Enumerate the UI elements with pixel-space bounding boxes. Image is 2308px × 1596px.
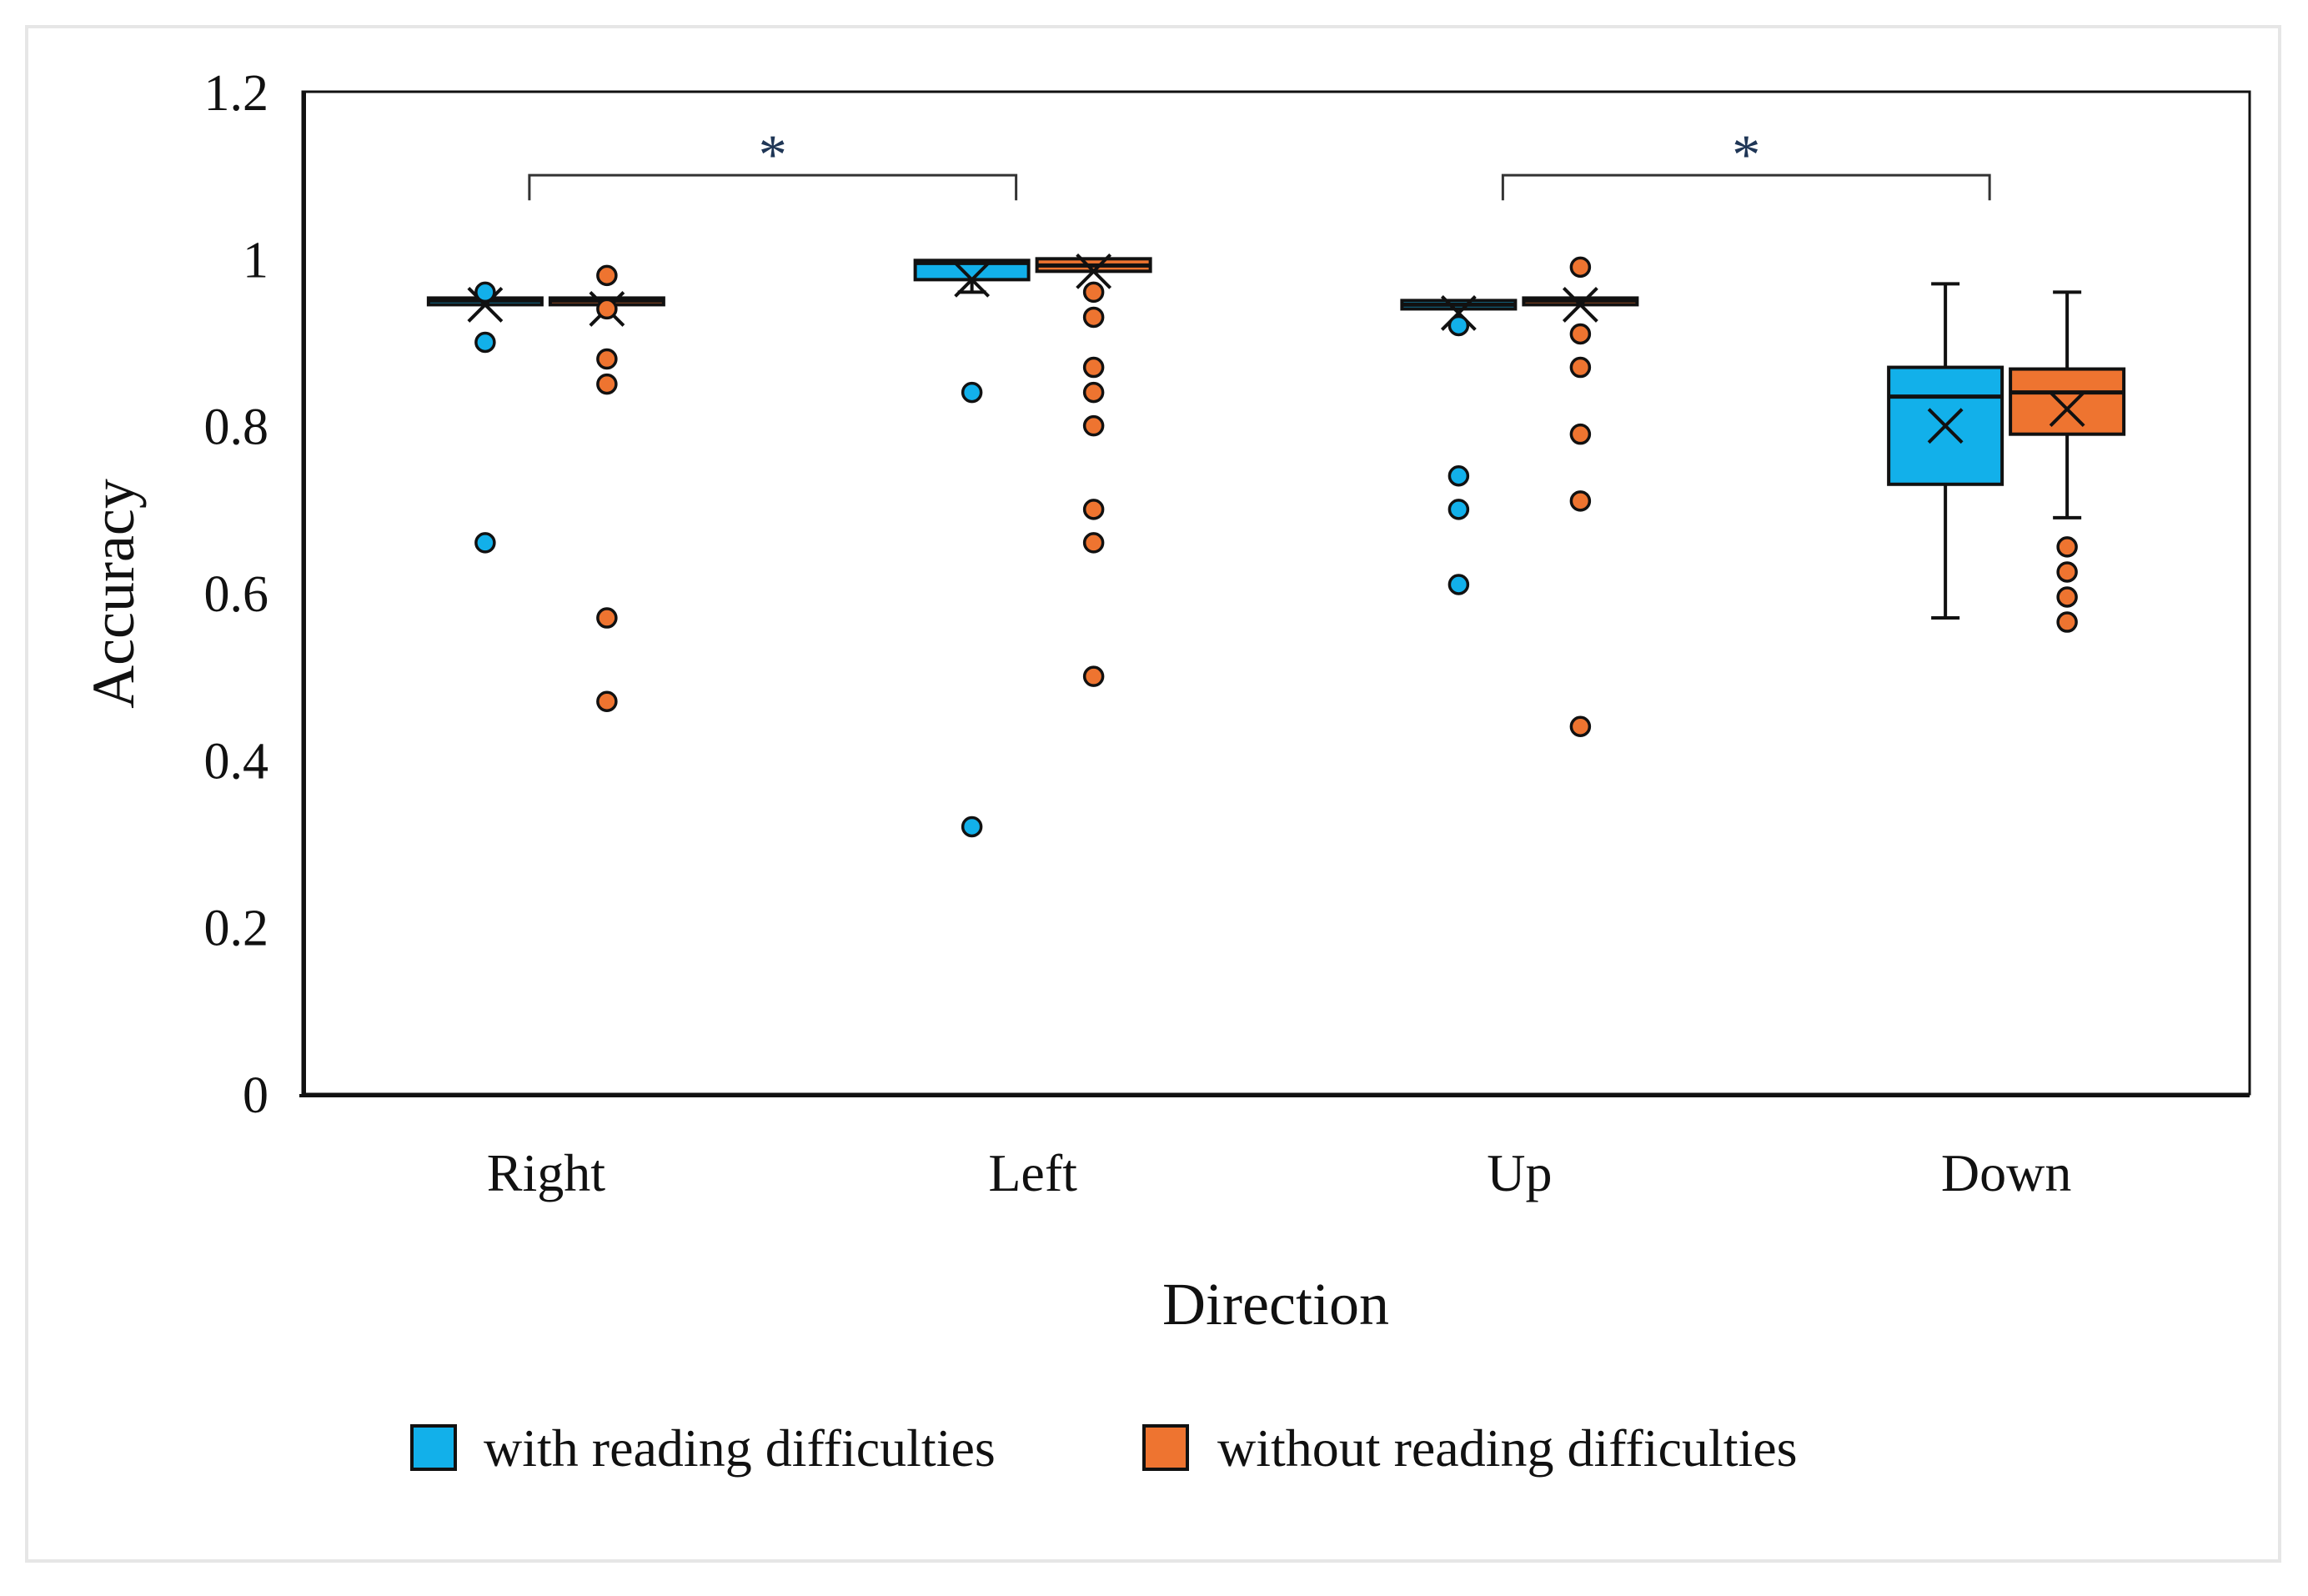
legend: with reading difficulties without readin… [410,1418,1798,1478]
outlier-point [1569,423,1592,445]
y-axis: 0 0.2 0.4 0.6 0.8 1 1.2 [204,65,269,1124]
outlier-point [1082,532,1105,554]
outlier-point [2056,536,2078,558]
legend-label-with: with reading difficulties [484,1418,996,1478]
outlier-point [1082,381,1105,404]
mean-marker [954,261,991,298]
significance-layer: * * [528,123,1991,201]
y-tick-label: 0.6 [204,566,269,623]
significance-label: * [759,123,787,186]
outlier-point [1448,574,1470,595]
outlier-point [1569,356,1592,379]
outlier-point [961,816,983,838]
outlier-point [1569,490,1592,512]
outlier-point [1448,499,1470,520]
outlier-point [474,331,496,354]
mean-marker [1927,408,1964,444]
mean-marker [1076,253,1112,289]
y-axis-title: Accuracy [80,479,147,709]
y-tick-label: 1.2 [204,65,269,122]
outlier-point [1569,323,1592,345]
x-tick-label: Left [988,1143,1077,1202]
x-tick-label: Down [1941,1143,2071,1202]
y-tick-label: 1 [243,232,268,289]
outlier-point [596,348,618,370]
outlier-point [596,373,618,395]
outlier-point [596,607,618,629]
box [2009,367,2126,436]
x-tick-label: Up [1487,1143,1552,1202]
y-tick-label: 0.2 [204,901,269,957]
plot-border [301,90,2251,1096]
outlier-point [961,381,983,404]
outlier-point [1082,306,1105,329]
x-axis-title: Direction [1162,1271,1389,1338]
legend-swatch-without [1142,1424,1189,1471]
y-tick-label: 0.4 [204,733,269,790]
outlier-point [1082,414,1105,437]
outlier-point [1448,465,1470,487]
mean-marker [467,287,504,323]
outlier-point [1082,665,1105,687]
outlier-point [474,532,496,554]
series-layer [426,253,2126,838]
significance-bracket [528,173,1018,201]
significance-bracket [1501,173,1991,201]
outlier-point [1569,256,1592,279]
outlier-point [596,298,618,320]
plot-area [299,90,2251,1097]
mean-marker [1562,287,1598,323]
outlier-point [596,690,618,712]
legend-swatch-with [410,1424,457,1471]
series-with [426,258,2004,838]
significance-label: * [1732,123,1760,186]
outlier-point [1082,499,1105,520]
legend-label-without: without reading difficulties [1217,1418,1798,1478]
mean-marker [2049,391,2085,428]
mean-marker [1440,295,1477,331]
outlier-point [596,264,618,287]
outlier-point [2056,561,2078,583]
outlier-point [474,281,496,304]
series-without [548,253,2126,738]
outlier-point [2056,586,2078,608]
outlier-point [1448,314,1470,337]
y-tick-label: 0.8 [204,399,269,456]
outlier-point [1082,281,1105,304]
outlier-point [1082,356,1105,379]
outlier-point [1569,715,1592,738]
figure-frame [25,25,2281,1563]
outlier-point [2056,611,2078,633]
y-tick-label: 0 [243,1067,268,1124]
x-tick-label: Right [487,1143,605,1202]
x-axis: Right Left Up Down [487,1143,2072,1202]
